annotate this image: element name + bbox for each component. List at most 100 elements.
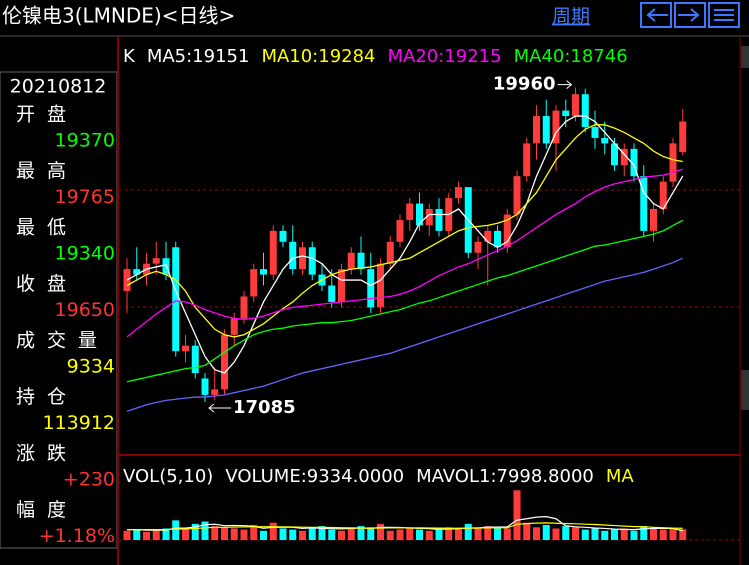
info-value: +230 xyxy=(63,469,115,491)
scroll-box[interactable] xyxy=(741,46,749,68)
volume-ma-line xyxy=(127,522,683,531)
volume-bar xyxy=(425,530,433,540)
candle-body xyxy=(572,94,579,117)
volume-bar xyxy=(308,527,316,540)
info-label: 最低 xyxy=(16,217,78,239)
annotation: 19960 xyxy=(493,74,556,95)
ma-line xyxy=(126,219,684,383)
candle-body xyxy=(416,203,423,226)
candle-body xyxy=(591,127,599,138)
candle-body xyxy=(367,269,375,308)
info-label: 成交量 xyxy=(16,330,109,352)
volume-bar xyxy=(221,527,228,540)
info-label: 幅度 xyxy=(16,499,78,521)
candle-body xyxy=(455,187,462,199)
candle-body xyxy=(230,318,238,335)
volume-bar xyxy=(533,527,540,540)
volume-bar xyxy=(552,528,560,540)
candle-body xyxy=(503,214,511,248)
volume-bar xyxy=(572,527,579,540)
candle-body xyxy=(172,247,180,352)
volume-bar xyxy=(455,529,462,540)
legend-entry: MA20:19215 xyxy=(388,46,502,67)
candle-body xyxy=(347,252,355,270)
volume-bar xyxy=(299,530,306,540)
volume-bar xyxy=(133,529,141,540)
candle-body xyxy=(650,209,657,231)
volume-bar xyxy=(542,524,550,540)
volume-bar xyxy=(347,528,355,540)
volume-bar xyxy=(669,528,677,540)
info-value: 9334 xyxy=(67,356,115,378)
candle-body xyxy=(523,143,531,177)
volume-bar xyxy=(250,524,258,540)
info-label: 涨跌 xyxy=(16,443,78,465)
volume-bar xyxy=(172,520,180,540)
volume-bar xyxy=(143,531,150,540)
window-title: 伦镍电3(LMNDE)<日线> xyxy=(2,4,235,28)
nav-buttons[interactable] xyxy=(640,2,740,28)
candle-body xyxy=(308,247,316,275)
legend-entry: VOLUME:9334.0000 xyxy=(225,466,404,487)
volume-bar xyxy=(445,527,453,540)
volume-bar xyxy=(191,523,199,540)
info-value: 19650 xyxy=(55,299,115,321)
candle-body xyxy=(474,241,482,253)
ma-line xyxy=(126,124,683,338)
volume-bar xyxy=(211,526,219,540)
legend-entry: MA xyxy=(606,466,635,487)
volume-bar xyxy=(513,490,521,540)
info-label: 收盘 xyxy=(16,273,78,295)
candle-body xyxy=(269,230,277,275)
volume-bar xyxy=(260,530,267,540)
candle-body xyxy=(425,209,433,226)
scroll-box[interactable] xyxy=(741,370,749,410)
candle-body xyxy=(659,181,667,209)
volume-bar xyxy=(201,521,209,540)
candle-body xyxy=(357,252,365,270)
volume-bar xyxy=(406,528,414,540)
volume-bar xyxy=(620,528,628,540)
volume-bar xyxy=(182,529,189,540)
volume-bar xyxy=(630,530,638,540)
volume-bar xyxy=(279,528,287,540)
volume-bar xyxy=(435,528,443,540)
candle-body xyxy=(552,110,560,144)
annotation-arrow xyxy=(208,403,231,413)
candle-body xyxy=(562,110,570,117)
volume-bar xyxy=(640,526,648,540)
volume-bar xyxy=(152,530,160,540)
volume-bar xyxy=(611,529,618,540)
period-button[interactable]: 周期 xyxy=(552,6,590,28)
volume-bar xyxy=(396,529,404,540)
candle-body xyxy=(601,137,609,144)
candle-body xyxy=(201,378,209,395)
candle-body xyxy=(620,148,628,166)
candle-body xyxy=(260,269,267,275)
ma-line xyxy=(126,115,684,374)
legend-entry: MA10:19284 xyxy=(261,46,375,67)
info-label: 最高 xyxy=(16,160,78,182)
candle-body xyxy=(279,230,287,242)
candle-body xyxy=(435,209,443,231)
volume-bar xyxy=(650,527,657,540)
legend-entry: MAVOL1:7998.8000 xyxy=(416,466,594,487)
candle-body xyxy=(191,345,199,373)
volume-ma-line xyxy=(127,516,683,532)
candle-body xyxy=(640,176,648,231)
legend-entry: MA40:18746 xyxy=(514,46,628,67)
candle-body xyxy=(406,203,414,220)
volume-bar xyxy=(338,530,345,540)
info-value: 19340 xyxy=(55,243,115,265)
info-label: 持仓 xyxy=(16,386,78,408)
info-value: 113912 xyxy=(42,412,115,434)
volume-bar xyxy=(494,527,501,540)
candle-body xyxy=(328,285,336,302)
legend-entry: VOL(5,10) xyxy=(123,466,213,487)
info-value: 19765 xyxy=(55,186,115,208)
volume-bar xyxy=(377,523,384,540)
candle-body xyxy=(669,143,677,182)
candle-body xyxy=(182,345,189,352)
